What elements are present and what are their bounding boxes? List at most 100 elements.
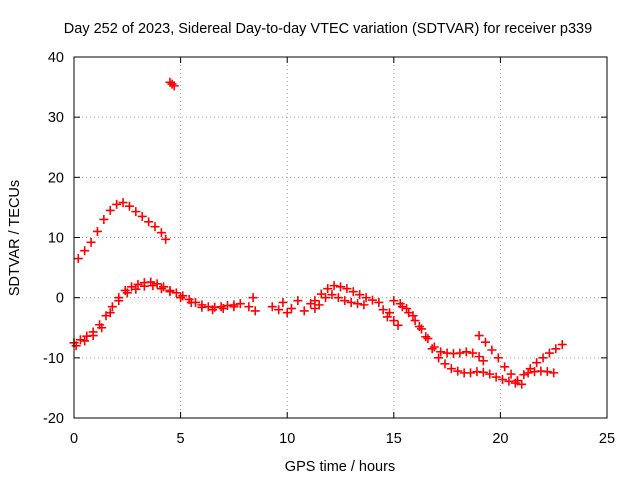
data-point	[139, 281, 149, 291]
data-point	[176, 293, 186, 303]
data-point	[323, 284, 333, 294]
data-point	[393, 320, 403, 330]
series-arc-afternoon-decline	[389, 296, 527, 389]
data-point	[208, 305, 218, 315]
data-point	[73, 254, 83, 264]
data-point	[99, 214, 109, 224]
data-point	[114, 296, 124, 306]
x-tick-label: 10	[279, 431, 295, 447]
data-point	[504, 376, 514, 386]
data-point	[244, 302, 254, 312]
data-point	[156, 228, 166, 238]
data-point	[474, 352, 484, 362]
series-arc-midday-scatter	[244, 293, 320, 318]
data-point	[218, 303, 228, 313]
y-tick-label: 0	[56, 291, 64, 307]
series-arc-late-flat	[523, 366, 559, 378]
y-axis-label: SDTVAR / TECUs	[7, 180, 23, 296]
x-axis-label: GPS time / hours	[285, 459, 395, 475]
data-point	[216, 302, 226, 312]
data-point	[512, 376, 522, 386]
data-point	[355, 290, 365, 300]
data-point	[506, 369, 516, 379]
data-point	[523, 368, 533, 378]
data-point	[446, 364, 456, 374]
data-point	[88, 331, 98, 341]
data-point	[122, 288, 132, 298]
data-point	[359, 300, 369, 310]
data-point	[402, 303, 412, 313]
data-point	[274, 305, 284, 315]
y-tick-label: 30	[48, 110, 64, 126]
data-point	[321, 293, 331, 303]
data-point	[310, 296, 320, 306]
data-point	[404, 308, 414, 318]
data-point	[299, 306, 309, 316]
series-arc-late-recovery	[512, 340, 567, 386]
data-point	[342, 284, 352, 294]
data-point	[278, 297, 288, 307]
data-point	[532, 358, 542, 368]
x-tick-label: 5	[177, 431, 185, 447]
y-tick-label: 40	[48, 50, 64, 66]
data-point	[336, 282, 345, 292]
data-point	[382, 312, 392, 322]
series-arc-midday-hump	[310, 281, 384, 310]
data-point	[171, 288, 181, 298]
data-point	[361, 293, 371, 303]
data-point	[378, 305, 388, 315]
data-point	[557, 340, 567, 350]
series-arc-side-branch	[378, 305, 403, 330]
data-point	[397, 302, 407, 312]
data-point	[417, 324, 427, 334]
data-point	[235, 299, 245, 309]
data-point	[327, 290, 337, 300]
data-point	[156, 284, 166, 294]
data-point	[421, 332, 431, 342]
data-point	[367, 295, 377, 305]
y-tick-label: 10	[48, 231, 64, 247]
data-point	[112, 199, 122, 209]
data-point	[427, 344, 437, 354]
data-point	[440, 359, 450, 369]
data-point	[148, 281, 158, 291]
data-point	[485, 369, 495, 379]
data-point	[436, 347, 446, 357]
data-point	[105, 205, 115, 215]
data-point	[137, 211, 147, 221]
data-point	[131, 284, 141, 294]
plot-frame	[73, 56, 608, 419]
data-point	[197, 302, 207, 312]
data-point	[500, 362, 510, 372]
data-point	[250, 306, 260, 316]
data-point	[131, 207, 141, 217]
data-point	[329, 281, 339, 291]
x-tick-label: 15	[386, 431, 402, 447]
data-point	[455, 348, 465, 358]
data-point	[92, 226, 102, 236]
series-arc-main-early-spread	[71, 281, 239, 351]
data-point	[466, 368, 476, 378]
data-point	[107, 302, 117, 312]
data-point	[434, 353, 444, 363]
data-point	[461, 347, 471, 357]
data-point	[80, 336, 90, 346]
x-tick-label: 20	[492, 431, 508, 447]
axis-ticks: 0 5 10 15 20 25 -20 -10 0 10 20 30 40	[43, 50, 615, 447]
data-point	[544, 348, 554, 358]
grid	[74, 57, 607, 418]
data-point	[80, 246, 90, 256]
data-point	[453, 366, 463, 376]
data-point	[478, 356, 488, 366]
data-point	[480, 337, 490, 347]
data-point	[169, 81, 179, 91]
data-point	[549, 368, 559, 378]
data-point	[410, 316, 420, 326]
data-point	[353, 299, 363, 309]
y-tick-label: 20	[48, 170, 64, 186]
data-point	[118, 198, 128, 208]
data-point	[474, 331, 484, 341]
data-point	[282, 308, 292, 318]
data-point	[333, 293, 343, 303]
data-point	[491, 372, 501, 382]
